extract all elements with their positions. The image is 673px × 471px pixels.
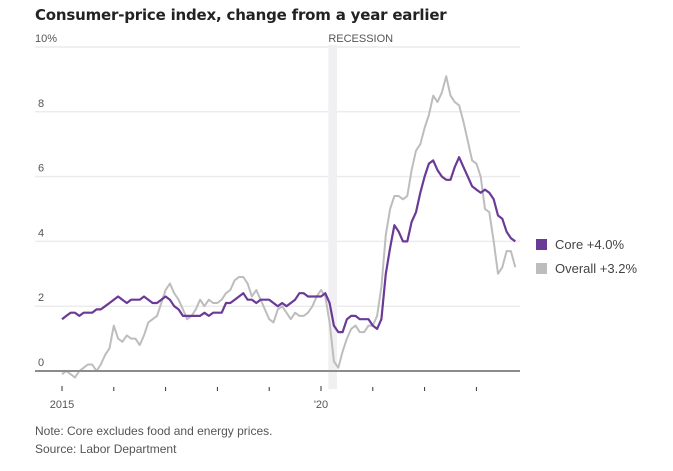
y-tick-label: 0	[38, 357, 44, 369]
series-line-core	[61, 156, 516, 334]
recession-band	[328, 45, 337, 389]
y-tick-label: 10%	[35, 33, 57, 45]
legend: Core +4.0% Overall +3.2%	[536, 232, 637, 280]
series-layer	[61, 75, 517, 379]
legend-label-core: Core +4.0%	[555, 236, 625, 252]
y-tick-label: 4	[38, 227, 44, 239]
legend-swatch-core	[536, 238, 547, 250]
chart-title: Consumer-price index, change from a year…	[35, 6, 447, 24]
recession-label: RECESSION	[328, 33, 393, 45]
y-tick-label: 2	[38, 292, 44, 304]
y-tick-label: 6	[38, 163, 44, 175]
legend-swatch-overall	[536, 262, 547, 274]
legend-item-overall: Overall +3.2%	[536, 256, 637, 280]
chart-footer: Note: Core excludes food and energy pric…	[35, 422, 272, 458]
footnote: Note: Core excludes food and energy pric…	[35, 424, 273, 438]
x-axis: 2015 '20	[35, 370, 520, 411]
legend-item-core: Core +4.0%	[536, 232, 637, 256]
recession-band-layer: RECESSION	[328, 33, 393, 389]
legend-label-overall: Overall +3.2%	[555, 260, 638, 276]
source-line: Source: Labor Department	[35, 442, 177, 456]
x-tick-label: 2015	[50, 399, 74, 411]
series-line-overall	[61, 75, 517, 379]
x-tick-label: '20	[314, 399, 328, 411]
y-tick-label: 8	[38, 98, 44, 110]
